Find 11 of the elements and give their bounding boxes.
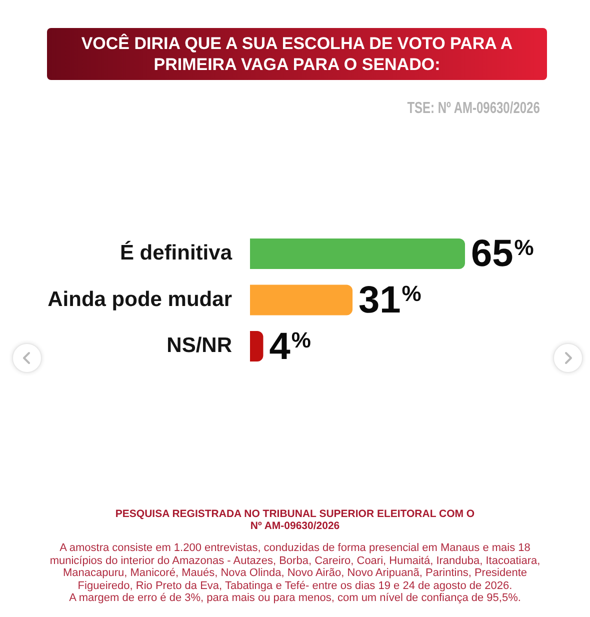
data-label: 4% [269,326,311,368]
text: A margem de erro é de 3%, para mais ou para menos, com um nível de confiança de 95,5%. [68,592,522,604]
y-tick-label: Ainda pode mudar [48,288,232,311]
data-label: 65% [471,233,534,276]
text: A amostra consiste em 1.200 entrevistas, conduzidas de forma presencial em Manaus e mais 18 municípios do interior do Amazonas - Autazes, Borba, Careiro, Coari, Humaitá, Iranduba, Itacoatiara, Manacapuru, Manicoré, Maués, Nova Olinda, Novo Airão, Novo Aripuanã, Parintins, Presidente Figueiredo, Rio Preto da Eva, Tabatinga e Tefé- entre os dias 19 e 24 de agosto de 2026. [48,542,542,592]
text: TSE: Nº AM-09630/2026 [407,100,540,118]
data-label: 31% [358,279,422,322]
y-tick-label: É definitiva [120,240,232,265]
chart-title: VOCÊ DIRIA QUE A SUA ESCOLHA DE VOTO PARA A PRIMEIRA VAGA PARA O SENADO: [47,28,547,80]
text: PESQUISA REGISTRADA NO TRIBUNAL SUPERIOR ELEITORAL COM O Nº AM-09630/2026 [114,508,476,532]
y-tick-label: NS/NR [166,334,232,358]
